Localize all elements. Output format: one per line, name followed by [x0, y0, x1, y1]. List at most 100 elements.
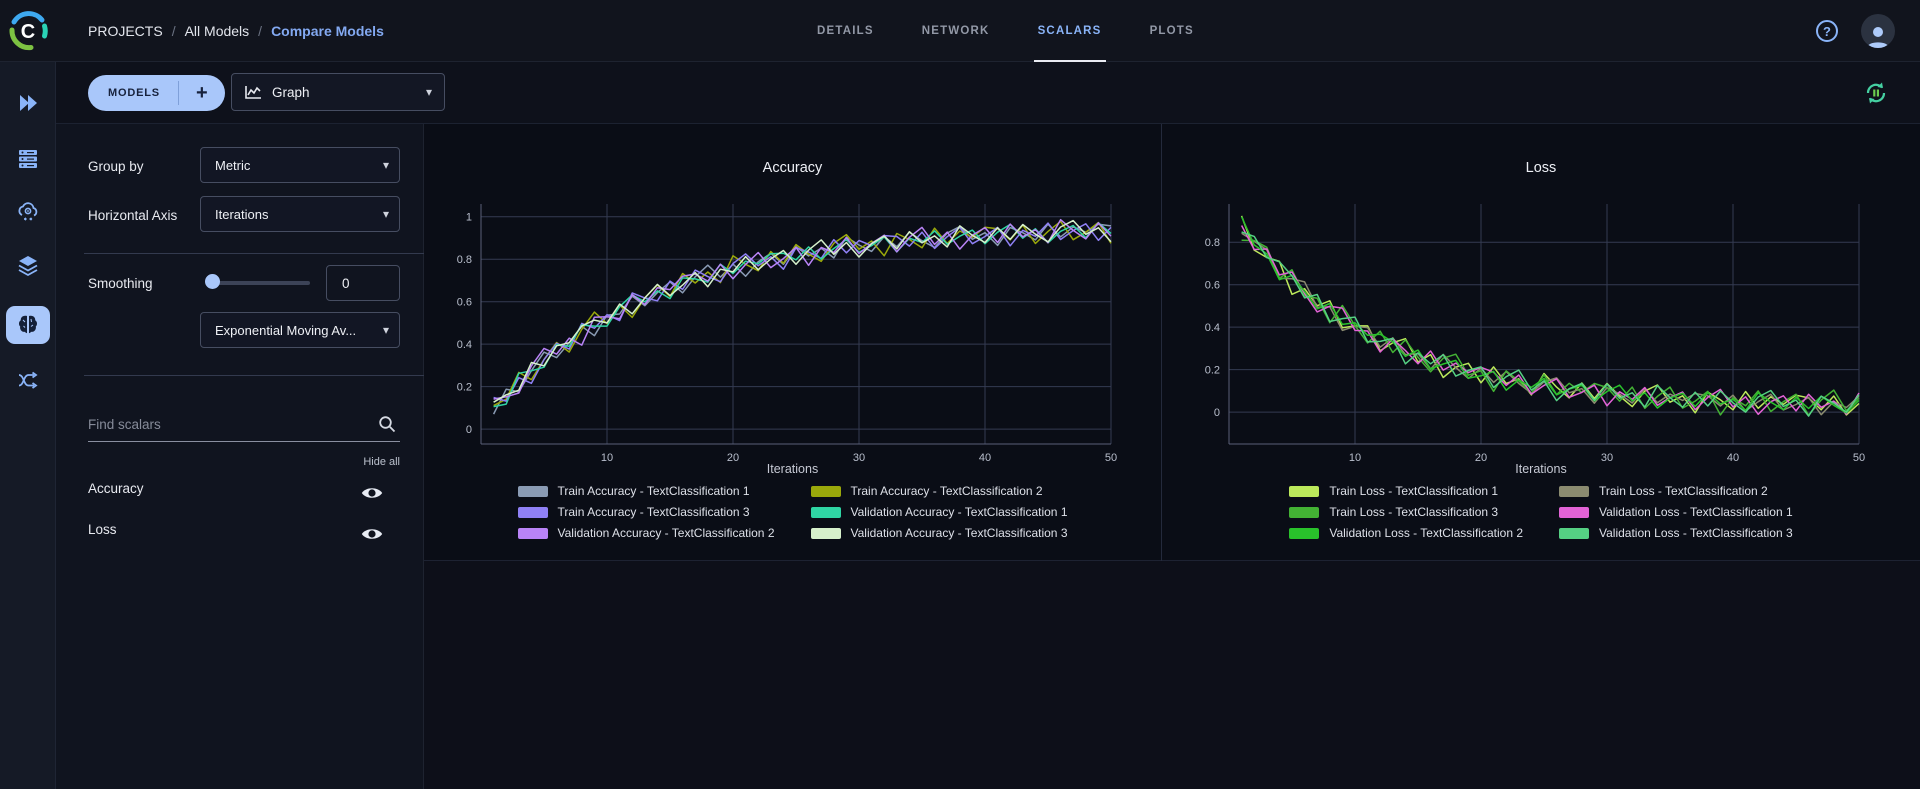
legend-label: Train Accuracy - TextClassification 2: [850, 484, 1043, 498]
legend-label: Train Accuracy - TextClassification 1: [557, 484, 750, 498]
x-tick-label: 40: [978, 452, 990, 464]
legend-item[interactable]: Validation Loss - TextClassification 1: [1559, 505, 1793, 519]
breadcrumb: PROJECTS / All Models / Compare Models: [88, 0, 384, 62]
graph-icon: [245, 85, 261, 99]
group-by-label: Group by: [88, 158, 144, 174]
smoothing-label: Smoothing: [88, 275, 153, 291]
tab-plots[interactable]: PLOTS: [1149, 25, 1194, 37]
legend-item[interactable]: Validation Accuracy - TextClassification…: [517, 526, 775, 540]
series-line: [1241, 239, 1860, 416]
horizontal-axis-dropdown[interactable]: Iterations ▾: [200, 196, 400, 232]
x-tick-label: 10: [1349, 452, 1361, 464]
x-tick-label: 20: [726, 452, 738, 464]
user-avatar-icon: [1867, 27, 1889, 48]
legend-item[interactable]: Validation Accuracy - TextClassification…: [810, 526, 1068, 540]
sidebar-item-services[interactable]: [6, 193, 50, 231]
loss-plot[interactable]: 0 0.2 0.4 0.6 0.8 10 20 30 40 50: [1181, 192, 1901, 464]
server-icon: [19, 150, 37, 168]
legend-swatch-icon: [1559, 485, 1589, 497]
legend-label: Validation Accuracy - TextClassification…: [850, 526, 1068, 540]
series-line: [492, 222, 1111, 408]
smoothing-slider-track[interactable]: [206, 281, 310, 285]
tab-network[interactable]: NETWORK: [921, 25, 990, 37]
visibility-toggle-accuracy[interactable]: [360, 484, 384, 502]
legend-label: Validation Accuracy - TextClassification…: [850, 505, 1068, 519]
add-model-button[interactable]: +: [196, 81, 208, 104]
chart-legend: Train Accuracy - TextClassification 1 Tra…: [424, 484, 1161, 540]
legend-swatch-icon: [810, 485, 841, 497]
sidebar-item-pipelines[interactable]: [6, 361, 50, 399]
tab-details[interactable]: DETAILS: [817, 25, 874, 37]
legend-item[interactable]: Train Accuracy - TextClassification 3: [517, 505, 775, 519]
visibility-toggle-loss[interactable]: [360, 525, 384, 543]
legend-item[interactable]: Train Accuracy - TextClassification 1: [517, 484, 775, 498]
series-line: [1241, 232, 1860, 416]
smoothing-value-input[interactable]: [326, 265, 400, 301]
series-line: [492, 220, 1112, 407]
x-tick-label: 50: [1853, 452, 1865, 464]
view-type-dropdown[interactable]: Graph ▾: [231, 73, 445, 111]
auto-refresh-icon[interactable]: [1862, 79, 1890, 107]
accuracy-plot[interactable]: 0 0.2 0.4 0.6 0.8 1 10 20 30 40 50: [433, 192, 1153, 464]
legend-swatch-icon: [1289, 485, 1320, 497]
sidebar-item-datasets[interactable]: [6, 247, 50, 285]
breadcrumb-all-models[interactable]: All Models: [184, 23, 250, 39]
charts-area: Accuracy 0 0.2 0.4 0.6 0.8 1 10 20 30 40 50 Iterat…: [424, 124, 1920, 561]
legend-label: Train Loss - TextClassification 1: [1329, 484, 1499, 498]
find-scalars-input[interactable]: [88, 408, 400, 442]
legend-swatch-icon: [1559, 506, 1589, 518]
series-line: [492, 222, 1112, 402]
help-icon[interactable]: ?: [1816, 20, 1838, 42]
pipeline-icon: [18, 371, 38, 389]
compare-toolbar: MODELS + Graph ▾: [56, 62, 1920, 124]
y-tick-label: 0.4: [456, 339, 471, 351]
series-line: [492, 223, 1111, 415]
search-icon[interactable]: [378, 415, 396, 433]
legend-swatch-icon: [517, 527, 548, 539]
legend-item[interactable]: Train Accuracy - TextClassification 2: [810, 484, 1068, 498]
legend-swatch-icon: [517, 506, 548, 518]
x-tick-label: 30: [1601, 452, 1613, 464]
horizontal-axis-value: Iterations: [215, 206, 269, 222]
breadcrumb-compare-models[interactable]: Compare Models: [271, 23, 384, 39]
models-button[interactable]: MODELS: [108, 87, 160, 99]
header-tabs: DETAILS NETWORK SCALARS PLOTS: [813, 0, 1198, 62]
loss-chart-card: Loss 0 0.2 0.4 0.6 0.8 10 20 30 40 50 Iterations …: [1161, 124, 1920, 561]
breadcrumb-projects[interactable]: PROJECTS: [88, 23, 163, 39]
legend-item[interactable]: Train Loss - TextClassification 1: [1289, 484, 1523, 498]
y-tick-label: 0.8: [456, 254, 471, 266]
y-tick-label: 0: [465, 424, 471, 436]
chart-legend: Train Loss - TextClassification 1 Train L…: [1162, 484, 1920, 540]
legend-item[interactable]: Validation Loss - TextClassification 2: [1289, 526, 1523, 540]
models-split-button: MODELS +: [88, 75, 225, 111]
chevron-down-icon: ▾: [382, 323, 389, 337]
hide-all-link[interactable]: Hide all: [363, 456, 400, 468]
accuracy-chart-card: Accuracy 0 0.2 0.4 0.6 0.8 1 10 20 30 40 50 Iterat…: [424, 124, 1161, 561]
smoothing-slider-thumb[interactable]: [205, 274, 220, 289]
horizontal-axis-label: Horizontal Axis: [88, 207, 178, 223]
tab-scalars[interactable]: SCALARS: [1033, 0, 1106, 62]
clearml-logo[interactable]: C: [6, 9, 50, 53]
legend-swatch-icon: [1289, 506, 1320, 518]
chevron-down-icon: ▾: [382, 158, 389, 172]
sidebar-item-workers[interactable]: [6, 140, 50, 178]
legend-label: Train Accuracy - TextClassification 3: [557, 505, 750, 519]
sidebar-item-getting-started[interactable]: [6, 84, 50, 122]
sidebar-item-models[interactable]: [6, 306, 50, 344]
legend-swatch-icon: [810, 527, 841, 539]
legend-item[interactable]: Validation Accuracy - TextClassification…: [810, 505, 1068, 519]
x-tick-label: 30: [852, 452, 864, 464]
legend-item[interactable]: Train Loss - TextClassification 3: [1289, 505, 1523, 519]
x-tick-label: 20: [1475, 452, 1487, 464]
x-tick-label: 50: [1104, 452, 1116, 464]
view-type-value: Graph: [272, 84, 310, 100]
group-by-dropdown[interactable]: Metric ▾: [200, 147, 400, 183]
panel-divider: [84, 375, 424, 376]
legend-item[interactable]: Train Loss - TextClassification 2: [1559, 484, 1793, 498]
double-chevron-icon: [20, 95, 37, 111]
legend-item[interactable]: Validation Loss - TextClassification 3: [1559, 526, 1793, 540]
legend-label: Validation Loss - TextClassification 1: [1599, 505, 1793, 519]
smoothing-algorithm-dropdown[interactable]: Exponential Moving Av... ▾: [200, 312, 400, 348]
legend-swatch-icon: [1559, 527, 1589, 539]
user-avatar[interactable]: [1861, 14, 1895, 48]
